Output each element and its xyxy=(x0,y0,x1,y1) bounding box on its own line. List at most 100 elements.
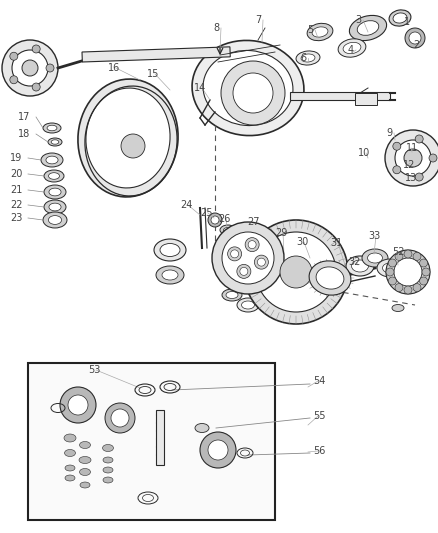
Ellipse shape xyxy=(346,256,374,276)
Circle shape xyxy=(208,213,222,227)
Circle shape xyxy=(228,247,242,261)
Ellipse shape xyxy=(64,449,75,456)
Text: 1: 1 xyxy=(404,17,410,27)
Circle shape xyxy=(221,61,285,125)
Ellipse shape xyxy=(79,456,91,464)
Circle shape xyxy=(200,432,236,468)
Text: 5: 5 xyxy=(307,25,313,35)
Ellipse shape xyxy=(160,244,180,256)
Circle shape xyxy=(233,73,273,113)
Ellipse shape xyxy=(43,212,67,228)
Ellipse shape xyxy=(241,301,254,309)
Text: 29: 29 xyxy=(275,228,287,238)
Ellipse shape xyxy=(47,125,57,131)
Circle shape xyxy=(420,259,427,267)
Circle shape xyxy=(420,277,427,285)
Circle shape xyxy=(208,440,228,460)
Circle shape xyxy=(12,50,48,86)
Circle shape xyxy=(22,60,38,76)
Circle shape xyxy=(415,173,423,181)
Circle shape xyxy=(68,395,88,415)
Ellipse shape xyxy=(156,266,184,284)
Text: 25: 25 xyxy=(200,208,212,218)
Circle shape xyxy=(10,76,18,84)
Ellipse shape xyxy=(80,441,91,448)
Bar xyxy=(156,410,164,465)
Ellipse shape xyxy=(357,21,379,35)
Text: 31: 31 xyxy=(330,238,342,248)
Circle shape xyxy=(405,28,425,48)
Circle shape xyxy=(256,232,336,312)
Ellipse shape xyxy=(102,445,113,451)
Ellipse shape xyxy=(65,465,75,471)
Circle shape xyxy=(389,259,396,267)
Circle shape xyxy=(413,253,421,261)
Ellipse shape xyxy=(43,123,61,133)
Circle shape xyxy=(429,154,437,162)
Ellipse shape xyxy=(44,170,64,182)
Ellipse shape xyxy=(338,39,366,57)
Text: 2: 2 xyxy=(413,40,419,50)
Circle shape xyxy=(32,45,40,53)
Ellipse shape xyxy=(80,469,91,475)
Ellipse shape xyxy=(103,477,113,483)
Ellipse shape xyxy=(195,424,209,432)
Ellipse shape xyxy=(301,54,315,62)
Text: 24: 24 xyxy=(180,200,192,210)
Circle shape xyxy=(245,238,259,252)
Circle shape xyxy=(404,286,412,294)
Ellipse shape xyxy=(237,298,259,312)
Circle shape xyxy=(395,284,403,292)
Text: 15: 15 xyxy=(147,69,159,79)
Ellipse shape xyxy=(389,10,411,26)
Ellipse shape xyxy=(382,263,398,273)
Bar xyxy=(82,47,230,62)
Circle shape xyxy=(121,134,145,158)
Text: 17: 17 xyxy=(18,112,30,122)
Ellipse shape xyxy=(64,434,76,442)
Ellipse shape xyxy=(316,267,344,289)
Circle shape xyxy=(222,232,274,284)
Circle shape xyxy=(60,387,96,423)
Text: 22: 22 xyxy=(10,200,22,210)
Ellipse shape xyxy=(154,239,186,261)
Text: 27: 27 xyxy=(247,217,259,227)
Bar xyxy=(355,93,377,105)
Ellipse shape xyxy=(44,185,66,199)
Circle shape xyxy=(415,135,423,143)
Text: 7: 7 xyxy=(255,15,261,25)
Circle shape xyxy=(254,255,268,269)
Text: 18: 18 xyxy=(18,129,30,139)
Circle shape xyxy=(422,268,430,276)
Ellipse shape xyxy=(362,249,388,267)
Ellipse shape xyxy=(226,292,238,298)
Text: 19: 19 xyxy=(10,153,22,163)
Circle shape xyxy=(404,149,422,167)
Bar xyxy=(28,363,275,520)
Ellipse shape xyxy=(103,457,113,463)
Ellipse shape xyxy=(162,270,178,280)
Circle shape xyxy=(395,253,403,261)
Ellipse shape xyxy=(41,153,63,167)
Circle shape xyxy=(413,284,421,292)
Circle shape xyxy=(394,258,422,286)
Ellipse shape xyxy=(192,41,304,135)
Circle shape xyxy=(211,216,219,224)
Ellipse shape xyxy=(222,289,242,301)
Text: 8: 8 xyxy=(213,23,219,33)
Text: 9: 9 xyxy=(386,128,392,138)
Ellipse shape xyxy=(78,79,178,197)
Ellipse shape xyxy=(48,138,62,146)
Text: 6: 6 xyxy=(300,53,306,63)
Text: 33: 33 xyxy=(368,231,380,241)
Text: 10: 10 xyxy=(358,148,370,158)
Ellipse shape xyxy=(393,13,407,23)
Text: 3: 3 xyxy=(355,15,361,25)
Circle shape xyxy=(240,268,248,276)
Ellipse shape xyxy=(367,253,382,263)
Text: 55: 55 xyxy=(313,411,325,421)
Bar xyxy=(290,92,390,100)
Ellipse shape xyxy=(307,23,333,41)
Ellipse shape xyxy=(350,15,387,41)
Text: 13: 13 xyxy=(405,173,417,183)
